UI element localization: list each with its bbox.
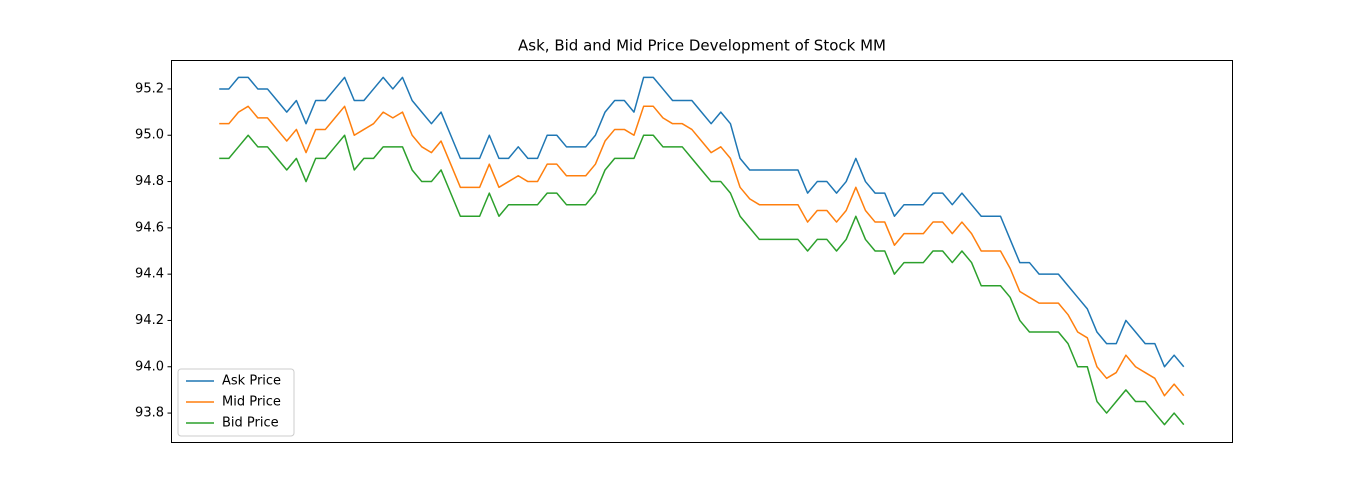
y-tick-label: 94.0 — [135, 359, 164, 374]
chart-title: Ask, Bid and Mid Price Development of St… — [518, 37, 886, 55]
plot-area — [219, 76, 1185, 426]
y-tick-label: 94.8 — [135, 174, 164, 189]
y-tick-label: 94.4 — [135, 267, 164, 282]
legend-label: Mid Price — [222, 395, 281, 410]
axes-frame — [171, 60, 1233, 443]
y-tick-label: 94.6 — [135, 220, 164, 235]
y-tick-label: 93.8 — [135, 406, 164, 421]
legend-label: Ask Price — [222, 374, 281, 389]
price-line — [219, 134, 1185, 426]
y-tick-label: 94.2 — [135, 313, 164, 328]
legend-label: Bid Price — [222, 416, 279, 431]
y-tick-label: 95.0 — [135, 128, 164, 143]
price-line — [219, 76, 1185, 368]
legend-box — [177, 368, 295, 437]
price-line — [219, 105, 1185, 397]
y-tick-label: 95.2 — [135, 81, 164, 96]
